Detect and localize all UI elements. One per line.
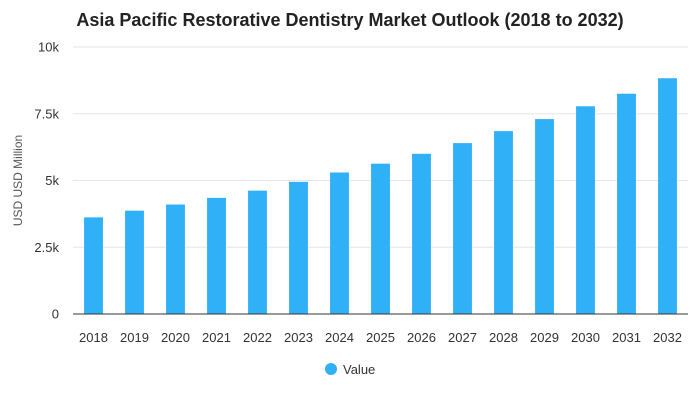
bar-2024[interactable] xyxy=(330,172,349,314)
chart-title: Asia Pacific Restorative Dentistry Marke… xyxy=(76,10,623,30)
x-tick-label: 2027 xyxy=(448,330,477,345)
bar-2030[interactable] xyxy=(576,106,595,314)
y-axis-ticks: 0 2.5k 5k 7.5k 10k xyxy=(34,40,59,322)
bar-2032[interactable] xyxy=(658,78,677,314)
bar-2022[interactable] xyxy=(248,190,267,314)
bar-2025[interactable] xyxy=(371,163,390,314)
y-tick-label: 5k xyxy=(45,173,59,188)
x-tick-label: 2028 xyxy=(489,330,518,345)
x-tick-label: 2030 xyxy=(571,330,600,345)
bar-2020[interactable] xyxy=(166,204,185,314)
x-tick-label: 2023 xyxy=(284,330,313,345)
y-tick-label: 0 xyxy=(52,307,59,322)
bar-2029[interactable] xyxy=(535,119,554,314)
x-tick-label: 2020 xyxy=(161,330,190,345)
x-tick-label: 2021 xyxy=(202,330,231,345)
bar-2028[interactable] xyxy=(494,131,513,314)
y-tick-label: 2.5k xyxy=(34,240,59,255)
bar-2026[interactable] xyxy=(412,153,431,314)
x-tick-label: 2032 xyxy=(653,330,682,345)
x-tick-label: 2022 xyxy=(243,330,272,345)
bar-2027[interactable] xyxy=(453,143,472,314)
y-axis-label: USD USD Million xyxy=(11,135,25,226)
bar-2021[interactable] xyxy=(207,197,226,314)
bar-2031[interactable] xyxy=(617,93,636,314)
x-tick-label: 2024 xyxy=(325,330,354,345)
x-tick-label: 2025 xyxy=(366,330,395,345)
x-tick-label: 2031 xyxy=(612,330,641,345)
y-tick-label: 7.5k xyxy=(34,106,59,121)
bar-2019[interactable] xyxy=(125,210,144,314)
x-tick-label: 2019 xyxy=(120,330,149,345)
x-tick-label: 2026 xyxy=(407,330,436,345)
legend-marker xyxy=(325,363,337,375)
legend-label: Value xyxy=(343,362,375,377)
bar-2023[interactable] xyxy=(289,181,308,314)
bar-2018[interactable] xyxy=(84,217,103,314)
bars xyxy=(84,78,677,314)
x-axis-ticks: 2018 2019 2020 2021 2022 2023 2024 2025 2026 2027… xyxy=(79,330,682,345)
x-tick-label: 2029 xyxy=(530,330,559,345)
legend[interactable]: Value xyxy=(325,362,375,377)
x-tick-label: 2018 xyxy=(79,330,108,345)
y-tick-label: 10k xyxy=(38,40,59,55)
